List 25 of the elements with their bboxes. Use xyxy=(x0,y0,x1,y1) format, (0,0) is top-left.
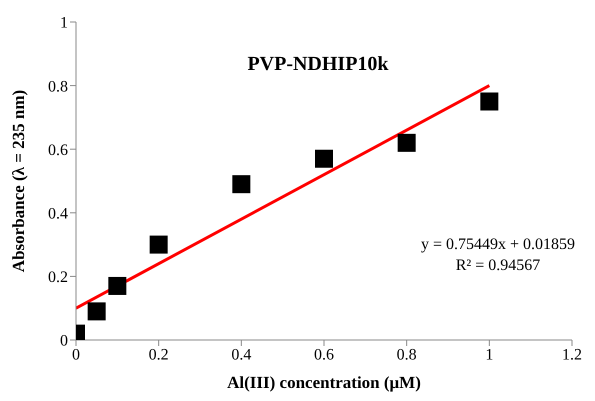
annotation: y = 0.75449x + 0.01859 xyxy=(420,236,576,254)
point xyxy=(108,276,126,295)
point xyxy=(315,150,333,168)
y-tick-label: 0 xyxy=(60,332,68,350)
annotation: R² = 0.94567 xyxy=(454,257,542,275)
x-tick-label: 0.4 xyxy=(231,346,252,364)
y-tick-label: 0.8 xyxy=(48,78,68,96)
x-tick-label: 1 xyxy=(485,346,494,364)
point xyxy=(150,236,168,254)
y-tick-label: 0.4 xyxy=(48,205,68,222)
x-tick-label: 0.2 xyxy=(148,346,169,364)
x-axis-title: Al(III) concentration (μM) xyxy=(227,373,421,392)
point xyxy=(88,302,106,320)
y-tick-label: 0.2 xyxy=(48,269,68,286)
point xyxy=(480,92,498,110)
y-axis-title: Absorbance (λ = 235 nm) xyxy=(9,90,28,272)
y-tick-label: 1 xyxy=(60,14,68,32)
y-tick-label: 0.6 xyxy=(48,142,68,159)
x-tick-label: 0 xyxy=(72,346,80,364)
point xyxy=(398,134,416,152)
point xyxy=(232,175,250,194)
x-tick-label: 0.6 xyxy=(314,346,334,364)
x-tick-label: 1.2 xyxy=(562,346,582,364)
x-tick-label: 0.8 xyxy=(396,346,417,364)
text: PVP-NDHIP10k xyxy=(246,53,390,76)
